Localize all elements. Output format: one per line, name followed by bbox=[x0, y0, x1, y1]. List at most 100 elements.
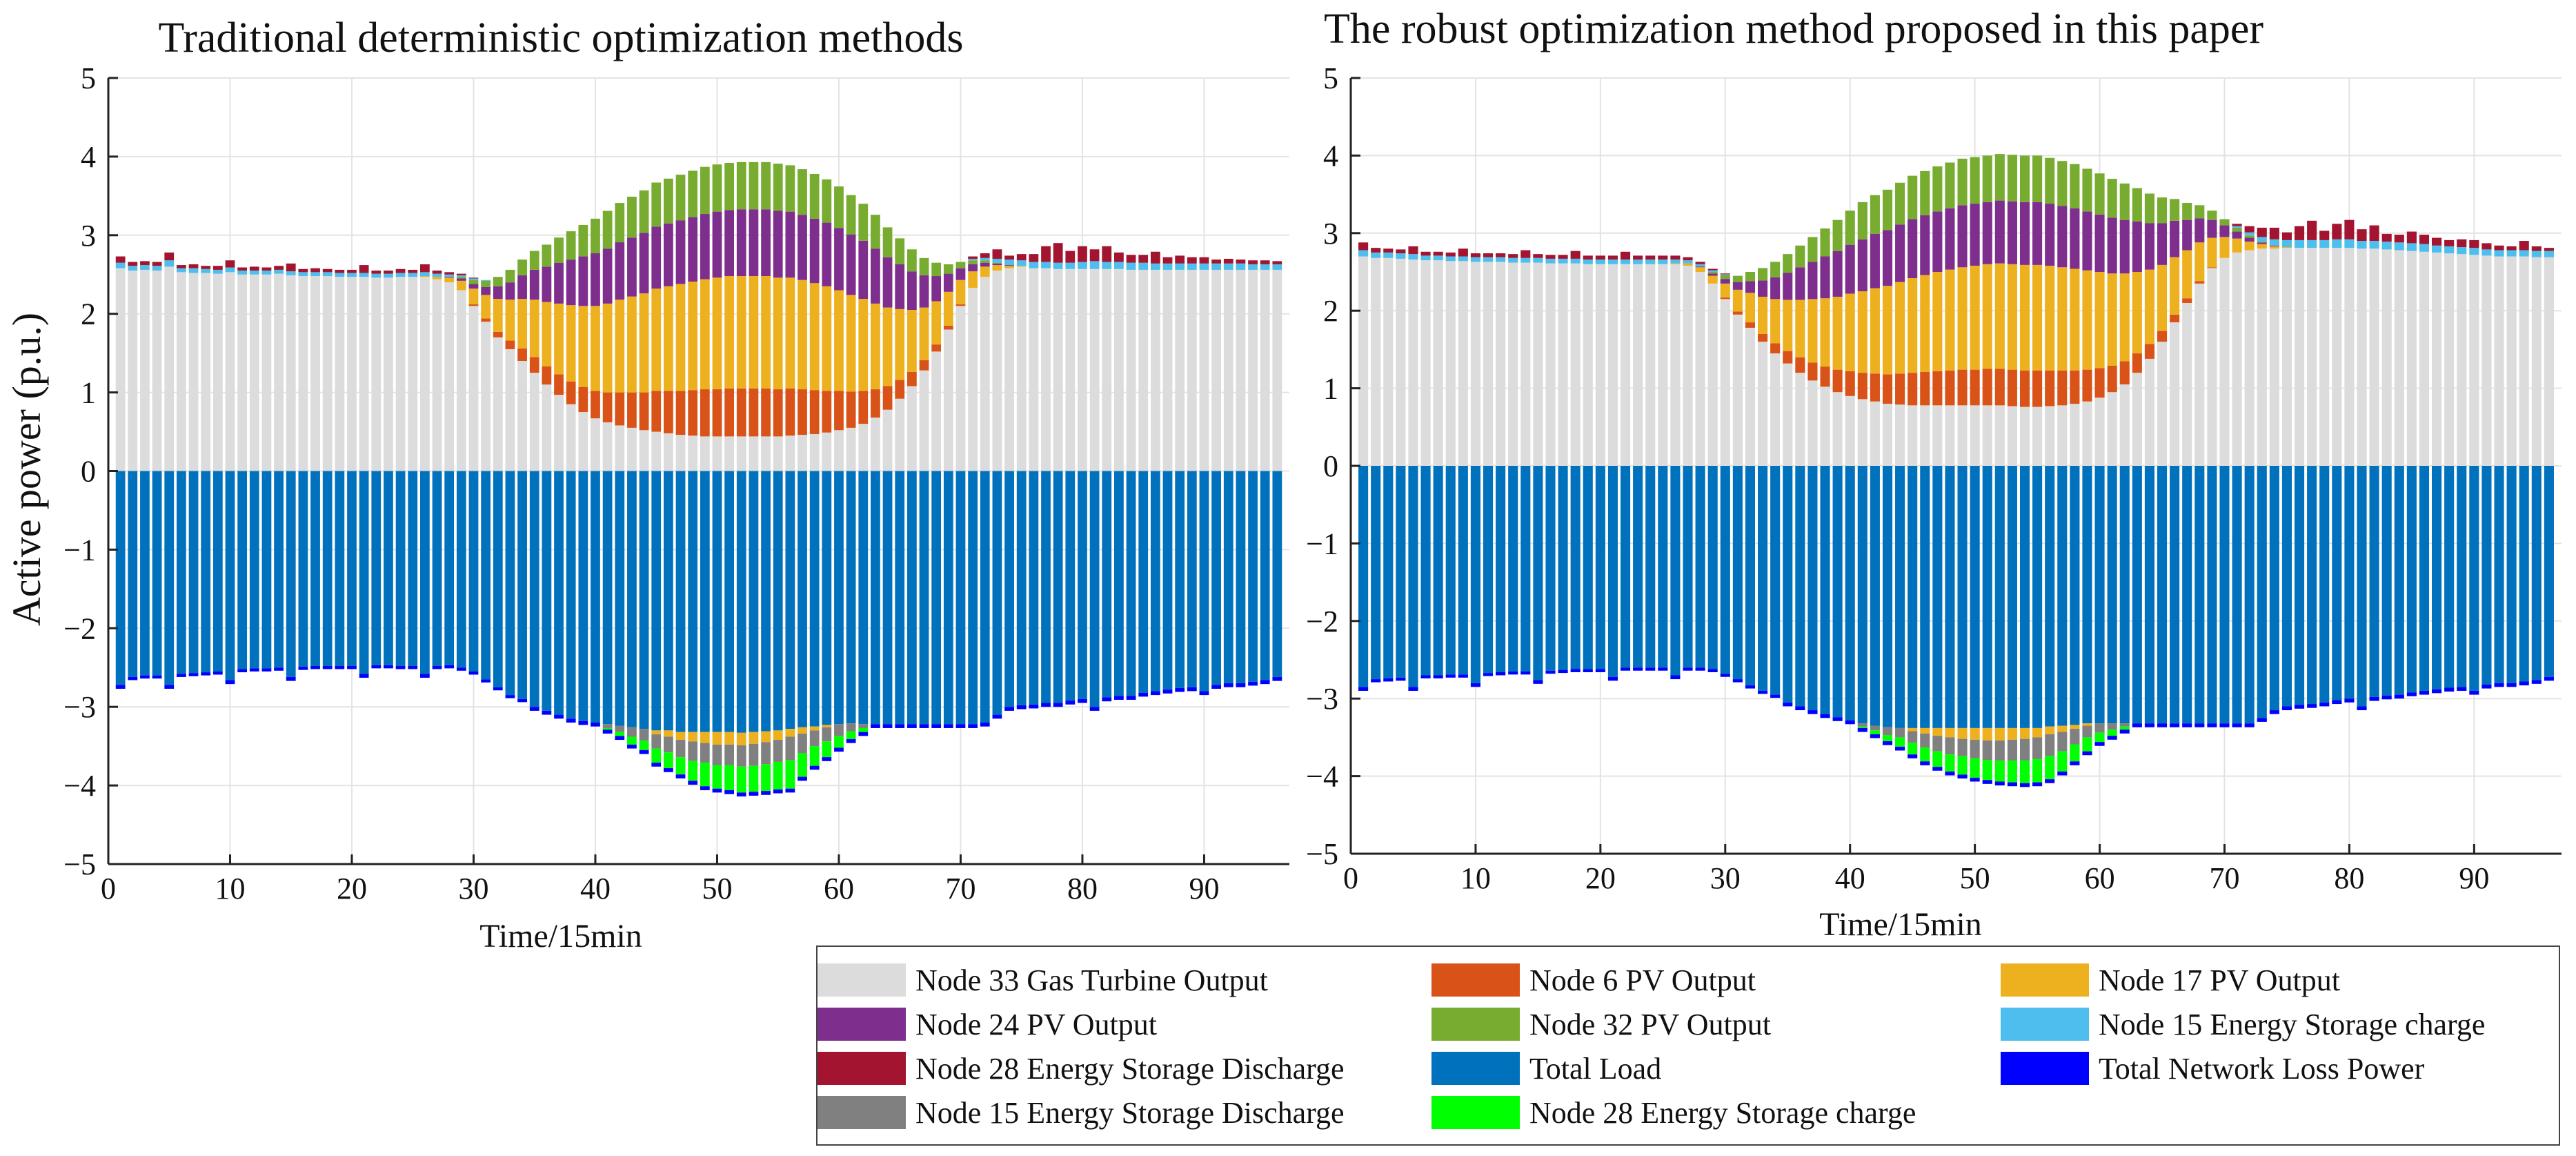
bar-segment bbox=[529, 251, 539, 270]
bar-segment bbox=[2045, 756, 2055, 780]
bar-segment bbox=[615, 725, 625, 732]
bar-segment bbox=[1089, 249, 1100, 262]
bar-segment bbox=[1041, 246, 1051, 262]
bar-segment bbox=[212, 273, 223, 471]
bar-segment bbox=[822, 741, 832, 758]
bar-segment bbox=[2157, 223, 2168, 265]
bar-segment bbox=[1720, 299, 1730, 466]
bar-segment bbox=[1920, 275, 1930, 372]
bar-segment bbox=[871, 471, 880, 725]
bar-segment bbox=[1162, 471, 1173, 690]
chart-title-left: Traditional deterministic optimization m… bbox=[159, 14, 964, 61]
bar-segment bbox=[1857, 202, 1867, 239]
bar-segment bbox=[2007, 406, 2017, 466]
bar-segment bbox=[663, 752, 673, 769]
bar-segment bbox=[225, 267, 235, 273]
bar-segment bbox=[456, 277, 466, 279]
bar-segment bbox=[591, 306, 600, 391]
bar-segment bbox=[1633, 259, 1643, 264]
bar-segment bbox=[517, 275, 527, 300]
bar-segment bbox=[700, 732, 710, 743]
y-tick-label: −5 bbox=[1306, 837, 1338, 871]
bar-segment bbox=[688, 732, 698, 742]
bar-segment bbox=[809, 765, 820, 770]
bar-segment bbox=[797, 435, 807, 471]
bar-segment bbox=[1150, 251, 1160, 264]
bar-segment bbox=[2070, 268, 2080, 371]
bar-segment bbox=[785, 471, 795, 729]
bar-segment bbox=[2357, 229, 2367, 242]
bar-segment bbox=[249, 266, 259, 271]
bar-segment bbox=[1138, 692, 1149, 697]
y-tick-label: −5 bbox=[63, 848, 96, 881]
bar-segment bbox=[1408, 246, 1418, 255]
bar-segment bbox=[2170, 723, 2180, 727]
bar-segment bbox=[1857, 726, 1867, 728]
bar-segment bbox=[1870, 725, 1880, 731]
bar-segment bbox=[2170, 322, 2180, 466]
bar-segment bbox=[882, 471, 893, 725]
bar-segment bbox=[651, 734, 662, 749]
bar-segment bbox=[274, 266, 284, 270]
bar-segment bbox=[1358, 242, 1369, 251]
bar-segment bbox=[1920, 747, 1930, 762]
bar-segment bbox=[2269, 466, 2279, 711]
bar-segment bbox=[578, 471, 588, 721]
bar-segment bbox=[1102, 697, 1112, 702]
bar-segment bbox=[286, 471, 296, 677]
bar-segment bbox=[1695, 264, 1705, 267]
bar-segment bbox=[1820, 366, 1830, 387]
bar-segment bbox=[785, 165, 795, 212]
bar-segment bbox=[2082, 751, 2092, 756]
bar-segment bbox=[1470, 262, 1480, 466]
bar-segment bbox=[2045, 204, 2055, 266]
bar-segment bbox=[237, 271, 248, 275]
bar-segment bbox=[1807, 380, 1818, 466]
bar-segment bbox=[675, 757, 686, 775]
x-tick-label: 10 bbox=[215, 872, 245, 905]
bar-segment bbox=[1908, 277, 1918, 373]
bar-segment bbox=[2344, 698, 2355, 703]
bar-segment bbox=[2519, 241, 2529, 251]
bar-segment bbox=[1908, 743, 1918, 755]
bar-segment bbox=[627, 392, 637, 428]
bar-segment bbox=[943, 471, 953, 725]
bar-segment bbox=[1857, 239, 1867, 292]
bar-segment bbox=[322, 268, 333, 273]
bar-segment bbox=[1545, 466, 1556, 671]
bar-segment bbox=[931, 724, 942, 728]
bar-segment bbox=[493, 299, 503, 332]
bar-segment bbox=[493, 471, 503, 687]
bar-segment bbox=[1857, 399, 1867, 466]
bar-segment bbox=[2469, 690, 2479, 695]
bar-segment bbox=[2107, 392, 2117, 466]
bar-segment bbox=[347, 665, 357, 669]
bar-segment bbox=[712, 436, 722, 471]
bar-segment bbox=[895, 724, 905, 728]
bar-segment bbox=[212, 266, 223, 270]
bar-segment bbox=[919, 275, 929, 308]
bar-segment bbox=[188, 471, 199, 674]
legend-label: Node 28 Energy Storage charge bbox=[1529, 1095, 1916, 1130]
bar-segment bbox=[1994, 466, 2005, 728]
bar-segment bbox=[225, 260, 235, 268]
bar-segment bbox=[980, 722, 990, 727]
bar-segment bbox=[639, 293, 649, 393]
bar-segment bbox=[1932, 211, 1943, 272]
bar-segment bbox=[566, 718, 576, 723]
bar-segment bbox=[1945, 405, 1955, 466]
bar-segment bbox=[992, 249, 1002, 259]
bar-segment bbox=[2281, 239, 2292, 248]
bar-segment bbox=[1102, 268, 1112, 471]
bar-segment bbox=[2094, 723, 2105, 733]
bar-segment bbox=[2219, 466, 2230, 724]
bar-segment bbox=[1420, 260, 1431, 466]
bar-segment bbox=[1957, 466, 1968, 728]
bar-segment bbox=[2094, 466, 2105, 724]
bar-segment bbox=[749, 732, 759, 744]
bar-segment bbox=[578, 386, 588, 413]
bar-segment bbox=[310, 272, 320, 277]
bar-segment bbox=[529, 373, 539, 471]
bar-segment bbox=[1496, 466, 1506, 672]
bar-segment bbox=[1920, 733, 1930, 748]
